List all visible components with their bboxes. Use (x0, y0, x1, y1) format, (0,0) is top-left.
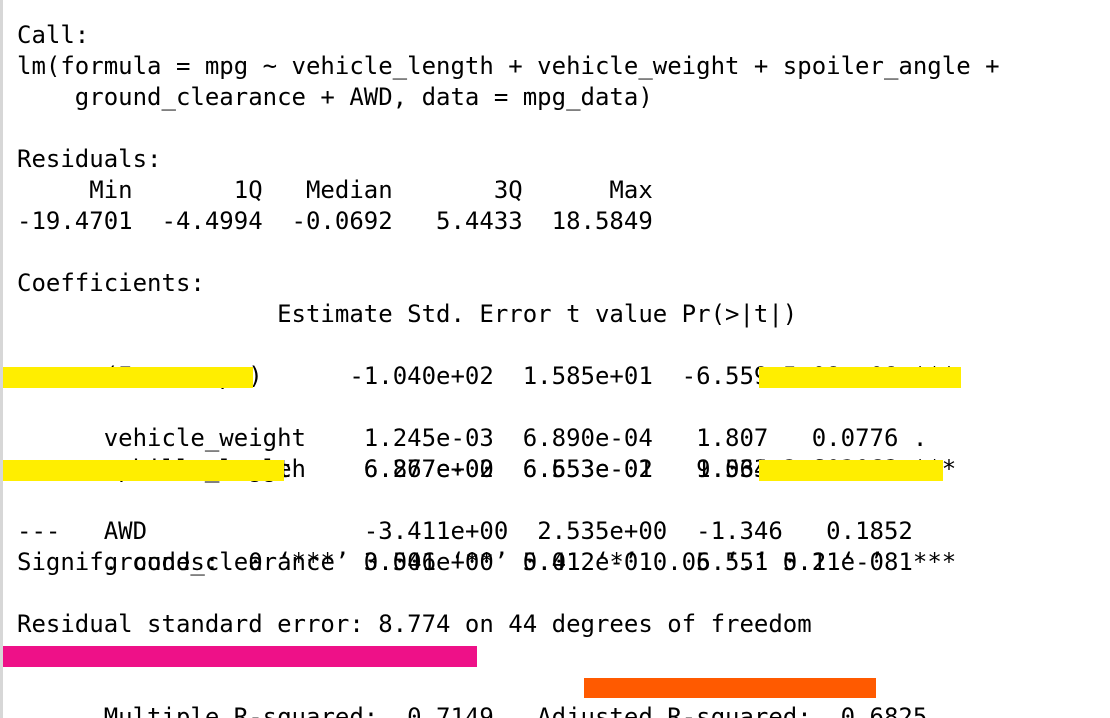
coef-values: 6.877e-02 6.653e-02 1.034 0.3069 (363, 455, 957, 483)
call-line-1: lm(formula = mpg ~ vehicle_length + vehi… (17, 51, 1000, 82)
coef-name: vehicle_weight (103, 424, 364, 452)
blank-line (17, 578, 1000, 609)
coef-values: 6.267e+00 6.553e-01 9.563 (306, 455, 783, 483)
r-squared-line: Multiple R-squared: 0.7149, Adjusted R-s… (3, 640, 1000, 718)
call-line-2: ground_clearance + AWD, data = mpg_data) (17, 82, 1000, 113)
highlight-yellow (759, 367, 961, 388)
coef-values: -3.411e+00 2.535e+00 -1.346 0.1852 (363, 517, 971, 545)
call-label: Call: (17, 20, 1000, 51)
coef-name: ground_clearance (103, 548, 335, 576)
coef-p-value: 5.21e-08 (782, 548, 899, 576)
coefficients-header-text: Estimate Std. Error t value Pr(>|t|) (17, 300, 856, 328)
blank-line (17, 113, 1000, 144)
signif-stars: *** (898, 548, 957, 576)
coef-row-ground-clearance: ground_clearance 3.546e+00 5.412e-01 6.5… (3, 454, 1000, 576)
blank-line (17, 237, 1000, 268)
residuals-header: Min 1Q Median 3Q Max (17, 175, 1000, 206)
residuals-label: Residuals: (17, 144, 1000, 175)
highlight-yellow (759, 460, 943, 481)
coef-name: AWD (103, 517, 364, 545)
residuals-header-text: Min 1Q Median 3Q Max (17, 176, 668, 204)
call-formula-text: lm(formula = mpg ~ vehicle_length + vehi… (17, 52, 1000, 80)
coef-row-vehicle-weight: vehicle_weight 1.245e-03 6.890e-04 1.807… (17, 392, 1000, 452)
highlight-yellow (3, 460, 284, 481)
rse-text: Residual standard error: 8.774 on 44 deg… (17, 610, 812, 638)
highlight-magenta (3, 646, 477, 667)
residuals-values: -19.4701 -4.4994 -0.0692 5.4433 18.5849 (17, 206, 1000, 237)
coef-values: 1.245e-03 6.890e-04 1.807 0.0776 . (363, 424, 957, 452)
left-border (0, 0, 3, 718)
coefficients-label: Coefficients: (17, 268, 1000, 299)
divider-line: --- (17, 516, 1000, 547)
lm-summary: Call: lm(formula = mpg ~ vehicle_length … (3, 20, 1000, 718)
divider-text: --- (17, 517, 61, 545)
residual-standard-error: Residual standard error: 8.774 on 44 deg… (17, 609, 1000, 640)
signif-codes-text: Signif. codes: 0 ‘***’ 0.001 ‘**’ 0.01 ‘… (17, 548, 913, 576)
adjusted-r-squared: , Adjusted R-squared: 0.6825 (493, 703, 942, 718)
coef-row-intercept: (Intercept) -1.040e+02 1.585e+01 -6.559 … (17, 330, 1000, 390)
coefficients-label-text: Coefficients: (17, 269, 205, 297)
coefficients-header: Estimate Std. Error t value Pr(>|t|) (17, 299, 1000, 330)
highlight-yellow (3, 367, 253, 388)
residuals-label-text: Residuals: (17, 145, 162, 173)
multiple-r-squared: Multiple R-squared: 0.7149 (103, 703, 494, 718)
coef-row-awd: AWD -3.411e+00 2.535e+00 -1.346 0.1852 (17, 485, 1000, 545)
highlight-orange (584, 678, 876, 698)
call-label-text: Call: (17, 21, 90, 49)
signif-codes: Signif. codes: 0 ‘***’ 0.001 ‘**’ 0.01 ‘… (17, 547, 1000, 578)
coef-row-vehicle-length: vehicle_length 6.267e+00 6.553e-01 9.563… (3, 361, 1000, 483)
residuals-values-text: -19.4701 -4.4994 -0.0692 5.4433 18.5849 (17, 207, 668, 235)
f-statistic-line: F-statistic: 22.07 on 5 and 44 DF, p-val… (17, 671, 1000, 702)
call-data-text: ground_clearance + AWD, data = mpg_data) (17, 83, 653, 111)
coef-values: 3.546e+00 5.412e-01 6.551 (334, 548, 783, 576)
coef-row-spoiler-angle: spoiler_angle 6.877e-02 6.653e-02 1.034 … (17, 423, 1000, 483)
